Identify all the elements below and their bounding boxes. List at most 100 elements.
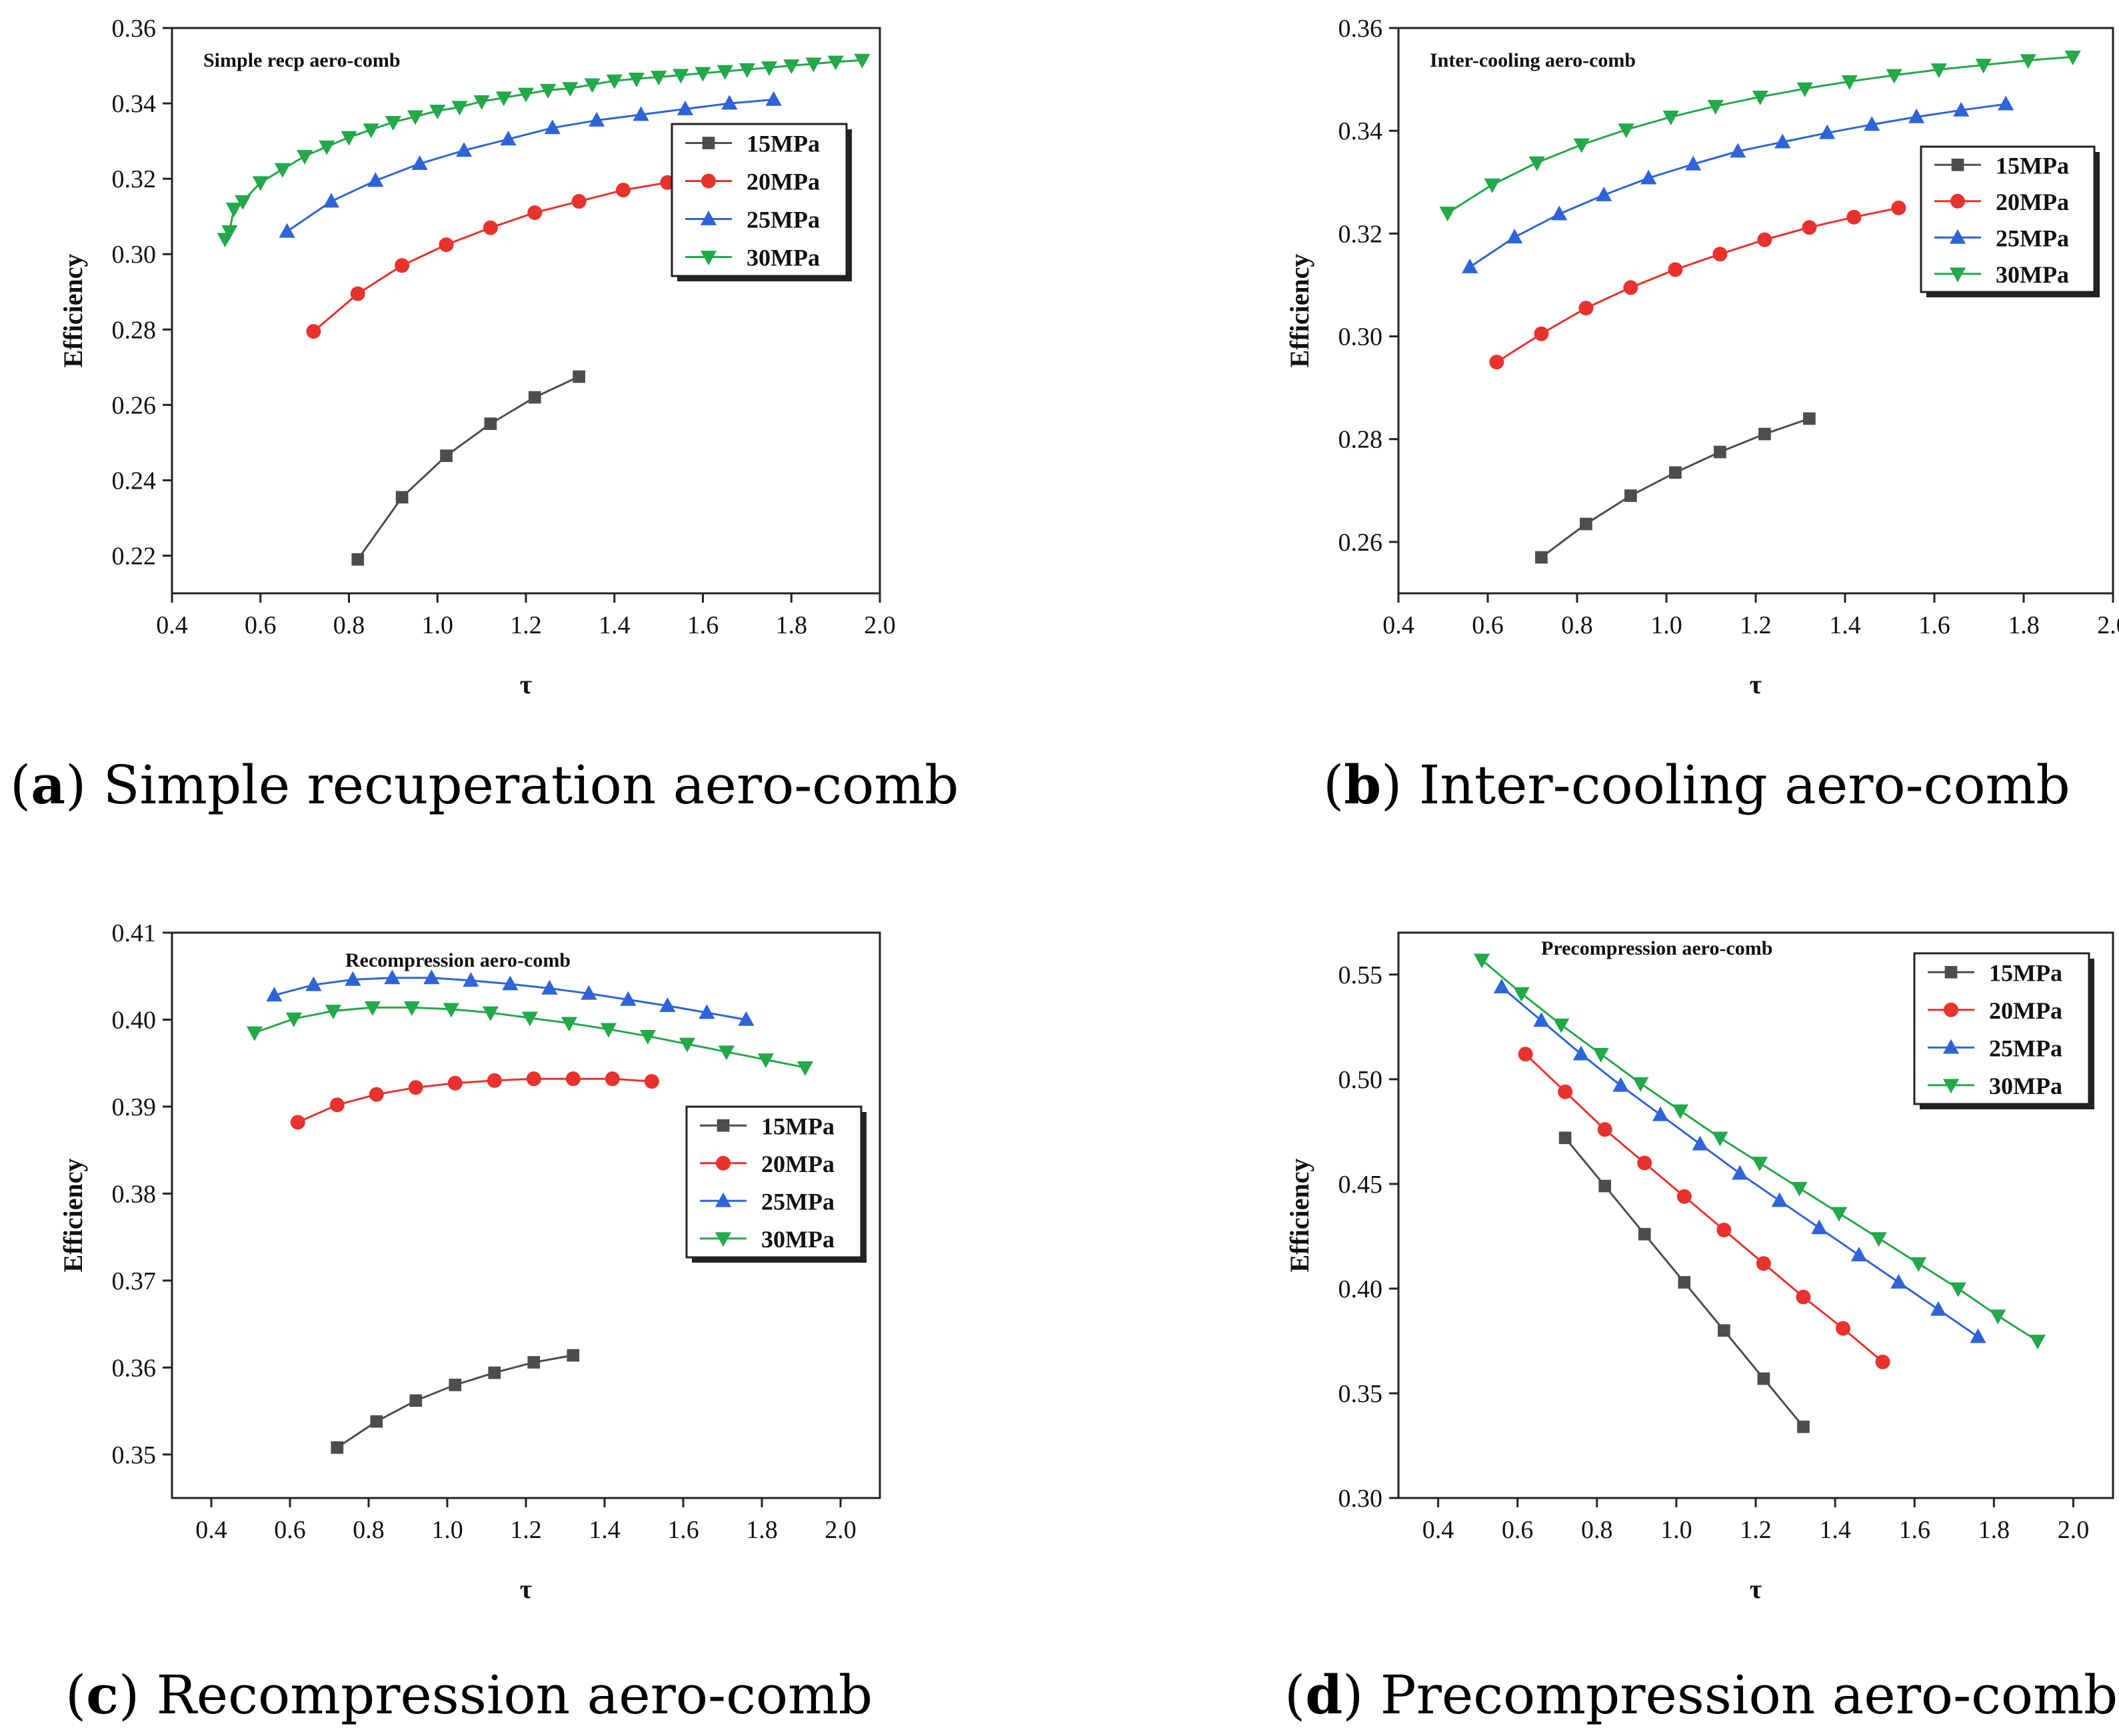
y-tick-label: 0.30 <box>1338 1485 1383 1513</box>
data-point <box>565 1071 581 1087</box>
y-tick-label: 0.39 <box>112 1093 157 1121</box>
data-point <box>369 1087 384 1102</box>
data-point <box>1580 517 1592 531</box>
data-point <box>651 71 667 86</box>
legend-label: 20MPa <box>747 169 820 195</box>
data-point <box>1796 1289 1811 1305</box>
x-tick-label: 0.4 <box>195 1516 227 1544</box>
caption-text: Inter-cooling aero-comb <box>1418 754 2070 816</box>
y-tick-label: 0.36 <box>1338 15 1383 43</box>
data-point <box>1623 280 1638 295</box>
series-25MPa <box>1493 979 1986 1343</box>
data-point <box>2020 54 2036 69</box>
data-point <box>463 972 479 987</box>
data-point <box>1668 262 1683 277</box>
data-point <box>252 176 269 191</box>
x-tick-label: 0.8 <box>333 611 365 639</box>
data-point <box>1950 193 1965 209</box>
data-point <box>1758 427 1771 441</box>
caption-d: (d) Precompression aero-comb <box>1284 1663 2118 1726</box>
data-point <box>447 1075 463 1091</box>
series-20MPa <box>1489 200 1906 370</box>
data-point <box>331 1441 344 1454</box>
data-point <box>715 1192 732 1207</box>
data-point <box>235 195 251 210</box>
data-point <box>628 72 645 87</box>
data-point <box>274 163 291 178</box>
data-point <box>605 1071 620 1087</box>
data-point <box>527 205 543 221</box>
caption-text: Simple recuperation aero-comb <box>103 754 959 816</box>
plot-frame <box>1397 27 2114 595</box>
data-point <box>1975 59 1992 74</box>
data-point <box>573 370 585 383</box>
data-point <box>1890 1273 1907 1289</box>
data-point <box>541 979 558 995</box>
data-point <box>1707 99 1724 115</box>
data-point <box>620 991 637 1006</box>
x-tick-label: 1.8 <box>2008 611 2040 639</box>
data-point <box>1592 1047 1609 1063</box>
plot-frame <box>171 27 881 595</box>
series-25MPa <box>279 91 782 238</box>
data-point <box>221 225 238 240</box>
data-point <box>1572 1045 1590 1061</box>
data-point <box>1535 551 1548 564</box>
data-point <box>1870 1232 1887 1247</box>
y-tick-label: 0.35 <box>1338 1380 1383 1408</box>
series-20MPa <box>290 1071 659 1130</box>
chart-title: Simple recp aero-comb <box>203 49 401 71</box>
legend-label: 30MPa <box>761 1226 835 1253</box>
legend-label: 30MPa <box>1996 261 2069 288</box>
data-point <box>1553 1018 1570 1033</box>
data-point <box>364 1001 381 1016</box>
x-tick-label: 0.6 <box>1472 611 1504 639</box>
data-point <box>1624 489 1637 502</box>
series-line <box>1524 1053 1884 1363</box>
legend-label: 25MPa <box>1996 225 2069 251</box>
legend-label: 15MPa <box>1996 152 2069 179</box>
x-tick-label: 0.8 <box>1581 1516 1613 1544</box>
caption-a: (a) Simple recuperation aero-comb <box>10 753 959 816</box>
series-30MPa <box>1439 50 2081 222</box>
data-point <box>345 971 361 986</box>
data-point <box>1819 124 1836 139</box>
chart-panel-b: 0.4 0.6 0.8 1.0 1.2 1.4 1.6 1.8 2.0 0.26 0.28 0.30 0… <box>1284 15 2119 699</box>
data-point <box>606 74 623 89</box>
data-point <box>1506 229 1523 244</box>
data-point <box>2029 1335 2046 1350</box>
data-point <box>1533 1012 1550 1027</box>
data-point <box>1949 267 1966 283</box>
x-tick-label: 1.2 <box>1740 1516 1772 1544</box>
legend-label: 20MPa <box>1996 189 2069 215</box>
data-point <box>423 969 440 985</box>
data-point <box>1841 75 1858 90</box>
x-tick-label: 2.0 <box>825 1516 857 1544</box>
data-point <box>521 1011 538 1027</box>
series-line <box>1500 986 1979 1338</box>
data-point <box>1730 143 1746 158</box>
x-tick-label: 1.0 <box>431 1516 463 1544</box>
data-point <box>385 115 401 131</box>
x-tick-label: 0.4 <box>156 611 188 639</box>
data-point <box>395 491 409 504</box>
data-point <box>1662 111 1679 126</box>
data-point <box>571 194 587 209</box>
legend-label: 15MPa <box>1989 959 2062 986</box>
data-point <box>526 1071 541 1087</box>
data-point <box>721 95 738 110</box>
y-tick-label: 0.30 <box>112 241 157 269</box>
data-point <box>1864 116 1880 131</box>
data-point <box>699 1004 715 1019</box>
chart-panel-c: 0.4 0.6 0.8 1.0 1.2 1.4 1.6 1.8 2.0 0.35 0.36 0.37 0… <box>58 919 881 1604</box>
data-point <box>370 1415 383 1428</box>
series-20MPa <box>306 175 675 339</box>
data-point <box>329 1097 345 1113</box>
y-tick-label: 0.32 <box>112 165 157 193</box>
data-point <box>246 1026 263 1041</box>
data-point <box>1757 1372 1770 1385</box>
data-point <box>584 78 601 93</box>
data-point <box>407 110 424 125</box>
series-30MPa <box>246 1001 813 1076</box>
legend-label: 30MPa <box>1989 1073 2062 1099</box>
